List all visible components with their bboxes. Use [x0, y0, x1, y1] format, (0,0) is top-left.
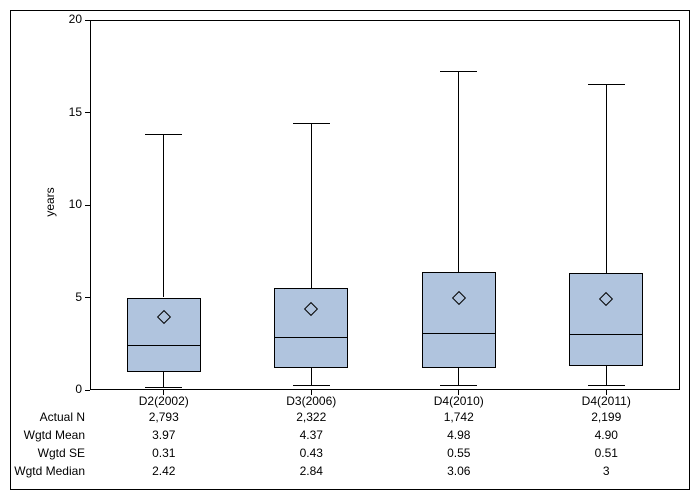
stat-cell: 4.37 — [238, 428, 386, 442]
stat-cell: 0.51 — [533, 446, 681, 460]
box — [422, 272, 496, 368]
y-tick-label: 5 — [42, 290, 82, 304]
stat-cell: 3 — [533, 464, 681, 478]
line — [163, 135, 164, 298]
line — [85, 112, 90, 113]
line — [274, 337, 348, 338]
box — [127, 298, 201, 372]
y-tick-label: 0 — [42, 382, 82, 396]
stat-cell: 2.42 — [90, 464, 238, 478]
stat-cell: 4.90 — [533, 428, 681, 442]
line — [588, 84, 625, 85]
line — [440, 385, 477, 386]
stat-cell: 2,793 — [90, 410, 238, 424]
line — [85, 20, 90, 21]
line — [85, 390, 90, 391]
stat-row-label: Wgtd Median — [0, 464, 85, 478]
stat-cell: 2.84 — [238, 464, 386, 478]
category-label: D4(2010) — [385, 394, 533, 408]
line — [311, 368, 312, 386]
stat-cell: 2,199 — [533, 410, 681, 424]
stat-cell: 2,322 — [238, 410, 386, 424]
stat-row-label: Wgtd Mean — [0, 428, 85, 442]
stat-cell: 3.06 — [385, 464, 533, 478]
stat-cell: 0.55 — [385, 446, 533, 460]
line — [293, 385, 330, 386]
y-tick-label: 15 — [42, 105, 82, 119]
line — [606, 366, 607, 385]
line — [85, 205, 90, 206]
category-label: D2(2002) — [90, 394, 238, 408]
category-label: D4(2011) — [533, 394, 681, 408]
stat-row-label: Wgtd SE — [0, 446, 85, 460]
line — [440, 71, 477, 72]
line — [163, 372, 164, 388]
line — [145, 134, 182, 135]
line — [293, 123, 330, 124]
line — [458, 72, 459, 272]
line — [458, 368, 459, 386]
line — [145, 387, 182, 388]
stat-cell: 3.97 — [90, 428, 238, 442]
stat-cell: 0.43 — [238, 446, 386, 460]
line — [85, 297, 90, 298]
line — [606, 85, 607, 274]
stat-cell: 0.31 — [90, 446, 238, 460]
stat-cell: 4.98 — [385, 428, 533, 442]
line — [569, 334, 643, 335]
line — [127, 345, 201, 346]
line — [588, 385, 625, 386]
y-tick-label: 20 — [42, 12, 82, 26]
line — [311, 124, 312, 289]
box — [569, 273, 643, 366]
y-axis-label: years — [43, 172, 57, 232]
stat-row-label: Actual N — [0, 410, 85, 424]
line — [422, 333, 496, 334]
box — [274, 288, 348, 368]
stat-cell: 1,742 — [385, 410, 533, 424]
category-label: D3(2006) — [238, 394, 386, 408]
